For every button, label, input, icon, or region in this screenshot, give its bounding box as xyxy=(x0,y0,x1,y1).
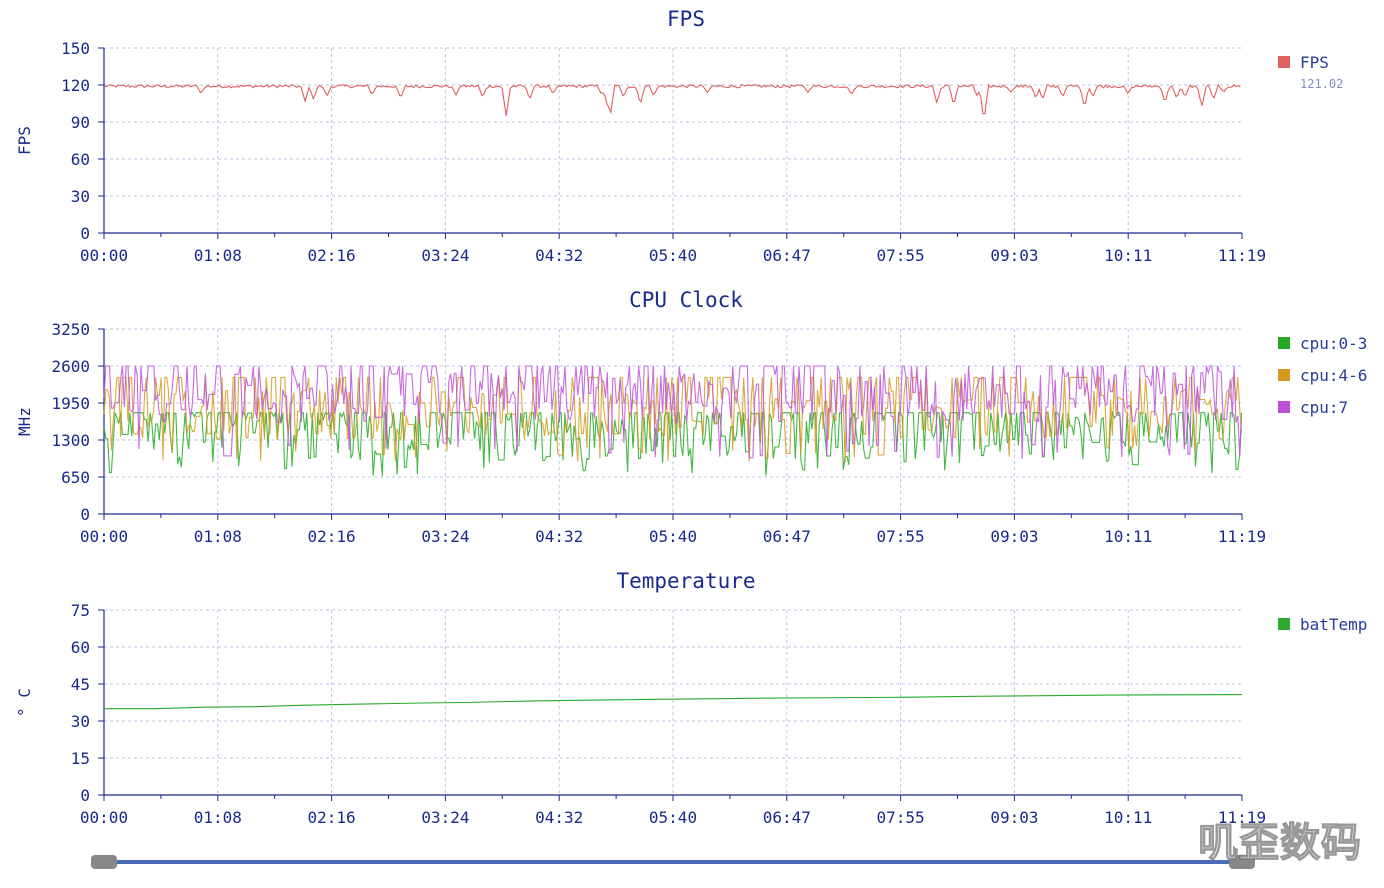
legend-label: cpu:0-3 xyxy=(1300,334,1367,353)
legend-label: batTemp xyxy=(1300,615,1367,634)
slider-handle-right[interactable] xyxy=(1229,855,1255,869)
x-tick-label: 01:08 xyxy=(194,808,242,827)
y-tick-label: 90 xyxy=(71,113,90,132)
y-tick-label: 0 xyxy=(80,224,90,243)
x-tick-label: 07:55 xyxy=(877,246,925,265)
x-tick-label: 04:32 xyxy=(535,527,583,546)
legend-swatch xyxy=(1278,618,1290,630)
x-tick-label: 00:00 xyxy=(80,808,128,827)
x-tick-label: 09:03 xyxy=(990,808,1038,827)
y-tick-label: 650 xyxy=(61,468,90,487)
y-tick-label: 0 xyxy=(80,505,90,524)
legend-swatch xyxy=(1278,369,1290,381)
x-tick-label: 01:08 xyxy=(194,246,242,265)
series-line-batTemp xyxy=(104,694,1243,710)
x-tick-label: 02:16 xyxy=(308,808,356,827)
legend-swatch xyxy=(1278,337,1290,349)
y-tick-label: 60 xyxy=(71,638,90,657)
legend-label: cpu:7 xyxy=(1300,398,1348,417)
x-tick-label: 11:19 xyxy=(1218,246,1266,265)
x-tick-label: 07:55 xyxy=(877,527,925,546)
x-tick-label: 05:40 xyxy=(649,246,697,265)
x-tick-label: 03:24 xyxy=(421,246,469,265)
y-tick-label: 30 xyxy=(71,712,90,731)
series-line-cpu-7 xyxy=(103,365,1243,459)
watermark-text: 叽歪数码 xyxy=(1197,819,1362,866)
y-tick-label: 60 xyxy=(71,150,90,169)
series-line-FPS xyxy=(103,83,1241,116)
x-tick-label: 00:00 xyxy=(80,246,128,265)
y-tick-label: 15 xyxy=(71,749,90,768)
x-tick-label: 06:47 xyxy=(763,808,811,827)
y-tick-label: 45 xyxy=(71,675,90,694)
x-tick-label: 02:16 xyxy=(308,527,356,546)
x-tick-label: 02:16 xyxy=(308,246,356,265)
chart-title: CPU Clock xyxy=(629,288,743,312)
chart-panel-2: Temperature ° C 0 15 30 45 60 75 00:00 01:08 02:16… xyxy=(15,569,1367,827)
y-tick-label: 2600 xyxy=(51,357,90,376)
x-tick-label: 01:08 xyxy=(194,527,242,546)
x-tick-label: 03:24 xyxy=(421,527,469,546)
y-tick-label: 0 xyxy=(80,786,90,805)
x-tick-label: 00:00 xyxy=(80,527,128,546)
y-axis-label: MHz xyxy=(15,407,34,436)
x-tick-label: 04:32 xyxy=(535,808,583,827)
x-tick-label: 03:24 xyxy=(421,808,469,827)
legend-label: cpu:4-6 xyxy=(1300,366,1367,385)
chart-title: FPS xyxy=(667,7,705,31)
y-tick-label: 120 xyxy=(61,76,90,95)
x-tick-label: 11:19 xyxy=(1218,527,1266,546)
x-tick-label: 07:55 xyxy=(877,808,925,827)
x-tick-label: 04:32 xyxy=(535,246,583,265)
chart-title: Temperature xyxy=(616,569,755,593)
chart-panel-1: CPU Clock MHz 0 650 1300 1950 2600 3250 00:00 01:… xyxy=(15,288,1367,546)
x-tick-label: 10:11 xyxy=(1104,808,1152,827)
x-tick-label: 10:11 xyxy=(1104,246,1152,265)
slider-handle-left[interactable] xyxy=(91,855,117,869)
y-axis-label: ° C xyxy=(15,688,34,717)
y-tick-label: 1300 xyxy=(51,431,90,450)
x-tick-label: 05:40 xyxy=(649,527,697,546)
x-tick-label: 09:03 xyxy=(990,246,1038,265)
x-tick-label: 11:19 xyxy=(1218,808,1266,827)
y-tick-label: 1950 xyxy=(51,394,90,413)
legend-swatch xyxy=(1278,56,1290,68)
y-tick-label: 30 xyxy=(71,187,90,206)
series-line-cpu-4-6 xyxy=(103,376,1243,463)
x-tick-label: 06:47 xyxy=(763,246,811,265)
legend-value: 121.02 xyxy=(1300,77,1343,91)
legend-swatch xyxy=(1278,401,1290,413)
range-slider[interactable] xyxy=(91,855,1255,869)
chart-panel-0: FPS FPS 0 30 60 90 120 150 00:00 01:08 02:16 03:24 0… xyxy=(15,7,1343,265)
x-tick-label: 10:11 xyxy=(1104,527,1152,546)
x-tick-label: 05:40 xyxy=(649,808,697,827)
x-tick-label: 06:47 xyxy=(763,527,811,546)
y-tick-label: 3250 xyxy=(51,320,90,339)
y-axis-label: FPS xyxy=(15,126,34,155)
y-tick-label: 150 xyxy=(61,39,90,58)
x-tick-label: 09:03 xyxy=(990,527,1038,546)
legend-label: FPS xyxy=(1300,53,1329,72)
series-line-cpu-0-3 xyxy=(103,410,1243,476)
y-tick-label: 75 xyxy=(71,601,90,620)
